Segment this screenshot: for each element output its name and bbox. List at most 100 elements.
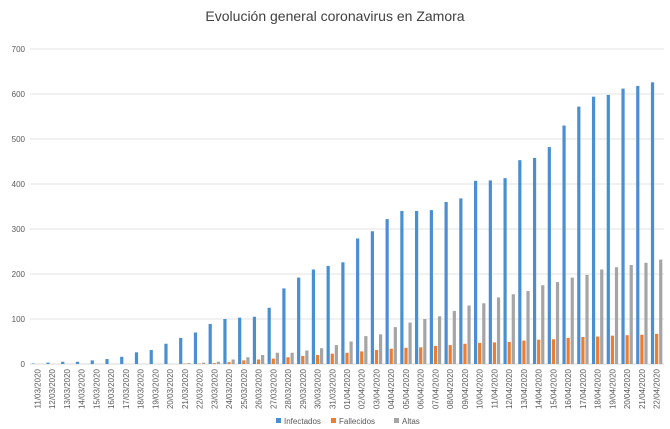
x-tick-label: 01/04/2020 xyxy=(343,368,352,409)
x-tick-label: 30/03/2020 xyxy=(314,368,323,409)
bar-infectados xyxy=(61,361,65,364)
bar-fallecidos xyxy=(492,342,497,364)
x-tick-label: 29/03/2020 xyxy=(299,368,308,409)
bar-altas xyxy=(202,362,206,364)
bar-fallecidos xyxy=(389,348,393,364)
bar-infectados xyxy=(267,307,271,364)
y-tick-label: 700 xyxy=(12,45,26,54)
bar-fallecidos xyxy=(315,355,320,364)
x-tick-label: 21/04/2020 xyxy=(638,368,647,409)
bar-infectados xyxy=(105,359,109,364)
bar-infectados xyxy=(547,147,551,364)
bar-fallecidos xyxy=(522,340,526,364)
bar-altas xyxy=(305,350,309,364)
x-tick-label: 03/04/2020 xyxy=(372,368,381,409)
x-tick-label: 21/03/2020 xyxy=(181,368,190,409)
y-tick-label: 300 xyxy=(12,225,26,234)
x-tick-label: 10/04/2020 xyxy=(476,368,485,409)
bar-fallecidos xyxy=(360,351,364,364)
x-tick-label: 14/03/2020 xyxy=(78,368,87,409)
x-tick-label: 12/04/2020 xyxy=(505,368,514,409)
bar-infectados xyxy=(179,337,183,364)
bar-fallecidos xyxy=(433,346,438,364)
bar-infectados xyxy=(429,210,433,364)
chart-title: Evolución general coronavirus en Zamora xyxy=(205,8,464,24)
bar-infectados xyxy=(562,125,566,364)
x-tick-label: 31/03/2020 xyxy=(328,368,337,409)
bar-altas xyxy=(378,334,383,364)
x-tick-label: 08/04/2020 xyxy=(446,368,455,409)
bar-fallecidos xyxy=(286,357,290,364)
bar-fallecidos xyxy=(301,355,305,364)
bar-infectados xyxy=(75,361,80,364)
gridlines xyxy=(30,48,664,365)
x-tick-label: 27/03/2020 xyxy=(269,368,278,409)
bar-altas xyxy=(541,285,545,364)
x-tick-label: 28/03/2020 xyxy=(284,368,293,409)
legend-swatch-infectados xyxy=(276,418,281,423)
x-tick-label: 11/04/2020 xyxy=(490,368,499,408)
x-tick-label: 16/03/2020 xyxy=(107,368,116,409)
bar-fallecidos xyxy=(345,352,349,364)
bar-infectados xyxy=(120,356,124,364)
bar-altas xyxy=(187,363,191,364)
bar-infectados xyxy=(193,332,198,364)
bar-infectados xyxy=(282,288,286,364)
bar-infectados xyxy=(208,323,212,364)
bar-fallecidos xyxy=(227,362,231,364)
x-tick-label: 16/04/2020 xyxy=(564,368,573,409)
bar-altas xyxy=(644,262,648,364)
bar-altas xyxy=(261,355,265,364)
bar-infectados xyxy=(238,317,242,364)
bars xyxy=(31,82,663,365)
legend-swatch-fallecidos xyxy=(331,418,336,423)
bar-fallecidos xyxy=(404,347,408,364)
bar-infectados xyxy=(164,343,168,364)
bar-altas xyxy=(246,357,250,364)
bar-altas xyxy=(231,359,235,364)
y-tick-label: 100 xyxy=(12,315,26,324)
x-tick-label: 20/04/2020 xyxy=(623,368,632,409)
bar-altas xyxy=(526,291,530,364)
bar-fallecidos xyxy=(212,363,216,364)
bar-infectados xyxy=(252,316,257,364)
bar-infectados xyxy=(606,94,610,365)
legend-label-infectados: Infectados xyxy=(284,417,321,426)
x-tick-label: 24/03/2020 xyxy=(225,368,234,409)
bar-fallecidos xyxy=(655,333,659,364)
bar-infectados xyxy=(400,211,404,364)
bar-infectados xyxy=(134,352,139,364)
bar-altas xyxy=(334,345,338,364)
x-tick-label: 18/04/2020 xyxy=(594,368,603,409)
bar-altas xyxy=(496,297,501,364)
bar-fallecidos xyxy=(640,334,644,364)
bar-fallecidos xyxy=(419,347,423,364)
bar-fallecidos xyxy=(256,359,261,364)
bar-infectados xyxy=(532,157,537,364)
x-tick-label: 17/03/2020 xyxy=(122,368,131,409)
bar-altas xyxy=(482,303,486,364)
y-tick-label: 0 xyxy=(21,360,26,369)
bar-altas xyxy=(659,259,663,364)
bar-altas xyxy=(216,361,220,364)
x-tick-label: 13/04/2020 xyxy=(520,368,529,409)
bar-infectados xyxy=(474,180,478,364)
bar-infectados xyxy=(415,211,419,364)
bar-fallecidos xyxy=(478,342,482,364)
x-tick-label: 18/03/2020 xyxy=(137,368,146,409)
x-tick-label: 22/04/2020 xyxy=(653,368,662,409)
bar-infectados xyxy=(503,178,507,364)
bar-infectados xyxy=(444,202,448,364)
x-tick-label: 23/03/2020 xyxy=(210,368,219,409)
bar-fallecidos xyxy=(463,343,467,364)
bar-fallecidos xyxy=(596,336,600,364)
bar-infectados xyxy=(650,82,655,365)
bar-infectados xyxy=(636,85,640,365)
bar-fallecidos xyxy=(448,345,452,364)
bar-infectados xyxy=(223,319,227,364)
bar-infectados xyxy=(488,180,492,364)
bar-fallecidos xyxy=(507,341,511,364)
bar-fallecidos xyxy=(330,353,334,364)
